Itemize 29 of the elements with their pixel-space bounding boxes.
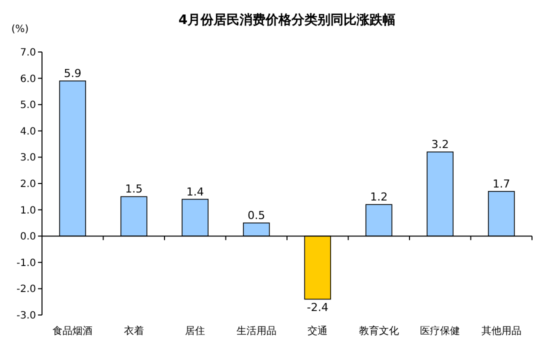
y-tick-label: 0.0 [20,232,36,243]
x-tick-label: 衣着 [124,325,144,337]
data-label: -2.4 [306,301,328,314]
y-tick-label: 3.0 [20,152,36,164]
y-tick-label: 1.0 [20,205,36,216]
data-label: 1.5 [125,182,143,196]
y-tick-label: 7.0 [20,48,36,58]
data-label: 5.9 [64,66,82,80]
x-tick-label: 生活用品 [236,325,276,337]
y-tick-label: -2.0 [16,284,36,296]
x-tick-label: 医疗保健 [420,325,460,337]
data-label: 0.5 [248,208,266,222]
y-tick-label: 2.0 [20,179,36,190]
y-tick-label: 5.0 [20,100,36,112]
x-tick-label: 食品烟酒 [52,325,93,337]
x-tick-label: 教育文化 [358,325,399,337]
data-label: 1.2 [370,190,388,204]
data-label: 1.4 [186,185,204,198]
y-tick-label: -1.0 [16,258,36,269]
y-tick-label: 4.0 [20,126,36,138]
x-tick-label: 居住 [185,326,206,337]
x-tick-label: 其他用品 [481,325,522,337]
data-label: 1.7 [492,177,510,190]
y-tick-label: 6.0 [20,74,36,85]
y-axis-title: (%) [11,24,29,35]
chart-title: 4月份居民消费价格分类别同比涨跌幅 [178,13,396,28]
x-tick-label: 交通 [308,325,328,337]
y-tick-label: -3.0 [16,310,36,322]
data-label: 3.2 [431,138,449,151]
